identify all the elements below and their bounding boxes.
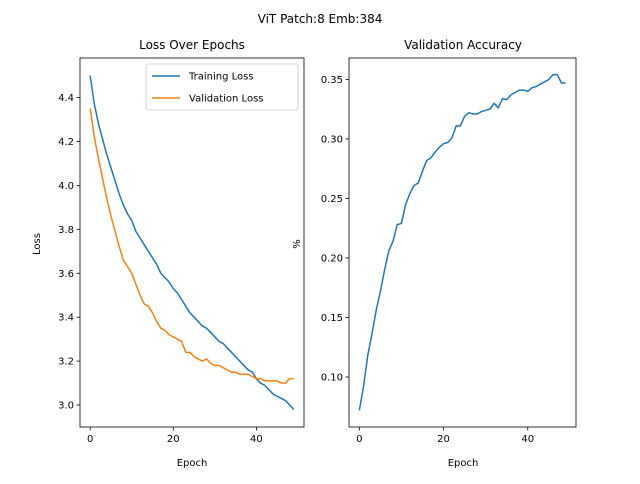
accuracy-chart-ylabel: % <box>292 239 303 249</box>
loss-chart-ylabel: Loss <box>32 233 43 255</box>
loss-chart-title: Loss Over Epochs <box>139 38 245 52</box>
figure-suptitle: ViT Patch:8 Emb:384 <box>258 12 383 26</box>
training-loss-line <box>89 75 295 410</box>
accuracy-chart-xlabel: Epoch <box>448 458 479 469</box>
accuracy-chart-ytick-label: 0.30 <box>321 134 343 145</box>
loss-chart-xtick-label: 40 <box>250 434 263 445</box>
loss-chart-ytick-label: 3.0 <box>58 401 74 412</box>
accuracy-chart-xtick-label: 0 <box>356 434 362 445</box>
accuracy-chart-ytick-label: 0.15 <box>321 313 343 324</box>
accuracy-chart-ytick-label: 0.10 <box>321 373 343 384</box>
accuracy-chart-xtick-label: 40 <box>521 434 534 445</box>
loss-chart-xtick-label: 20 <box>167 434 180 445</box>
loss-chart-ytick-label: 3.2 <box>58 357 74 368</box>
accuracy-chart: Validation Accuracy Epoch % 0 20 40 0.10 0.1… <box>292 38 577 469</box>
accuracy-chart-ytick-label: 0.35 <box>321 75 343 86</box>
loss-chart-ytick-label: 3.8 <box>58 225 74 236</box>
legend-label: Validation Loss <box>189 94 264 105</box>
loss-chart: Loss Over Epochs Epoch Loss 0 20 40 3.0 3.2 3… <box>32 38 305 469</box>
legend-label: Training Loss <box>188 72 254 83</box>
accuracy-chart-title: Validation Accuracy <box>404 38 522 52</box>
loss-chart-legend: Training Loss Validation Loss <box>145 63 299 111</box>
accuracy-chart-xtick-label: 20 <box>437 434 450 445</box>
loss-chart-ytick-label: 3.6 <box>58 269 74 280</box>
loss-chart-ytick-label: 4.4 <box>58 93 74 104</box>
loss-chart-ytick-label: 4.0 <box>58 181 74 192</box>
loss-chart-ytick-label: 3.4 <box>58 313 74 324</box>
accuracy-chart-ytick-label: 0.25 <box>321 194 343 205</box>
loss-chart-xtick-label: 0 <box>87 434 93 445</box>
loss-chart-xlabel: Epoch <box>177 458 208 469</box>
accuracy-chart-ytick-label: 0.20 <box>321 253 343 264</box>
legend-box <box>145 63 299 111</box>
validation-loss-line <box>89 108 294 384</box>
accuracy-chart-frame <box>348 57 577 428</box>
loss-chart-ytick-label: 4.2 <box>58 137 74 148</box>
accuracy-line <box>358 73 566 411</box>
loss-chart-frame <box>79 57 305 428</box>
